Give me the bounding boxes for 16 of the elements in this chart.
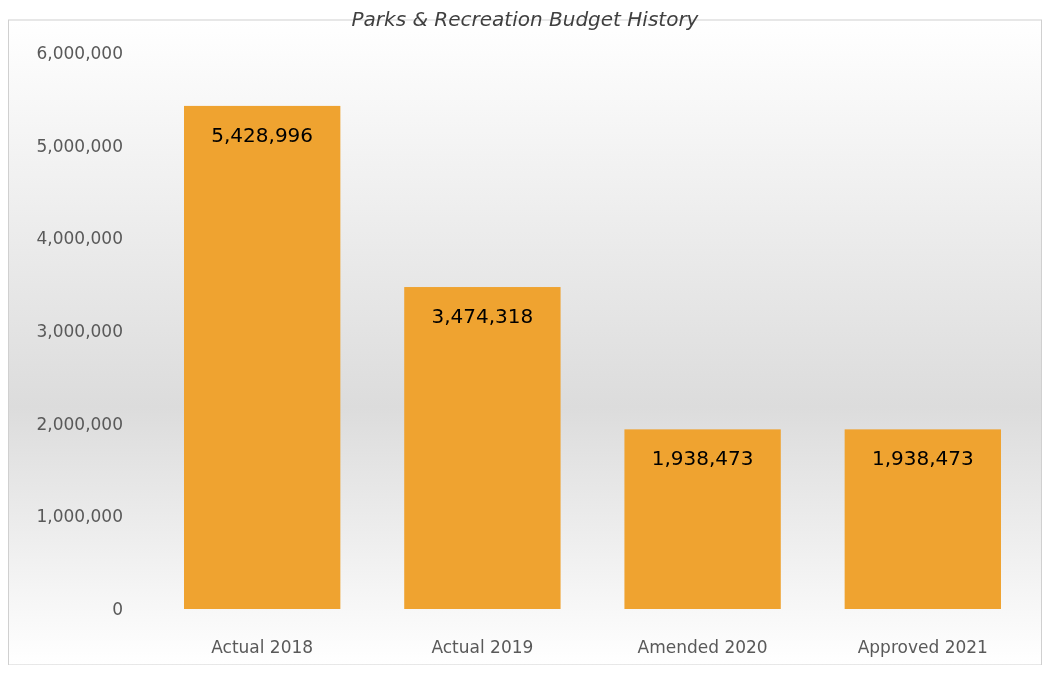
y-tick-label: 1,000,000: [36, 506, 123, 527]
data-label: 1,938,473: [651, 446, 754, 471]
x-tick-label: Amended 2020: [637, 637, 768, 657]
y-tick-label: 2,000,000: [36, 413, 123, 434]
y-tick-label: 4,000,000: [36, 228, 123, 249]
data-label: 3,474,318: [431, 304, 534, 329]
data-label: 1,938,473: [871, 446, 974, 471]
x-tick-label: Actual 2019: [431, 637, 534, 657]
x-tick-label: Actual 2018: [211, 637, 314, 657]
data-label: 5,428,996: [211, 122, 314, 147]
chart-title: Parks & Recreation Budget History: [351, 7, 700, 31]
y-tick-label: 5,000,000: [36, 135, 123, 156]
y-tick-label: 0: [112, 599, 123, 619]
y-tick-label: 6,000,000: [36, 43, 123, 63]
y-tick-label: 3,000,000: [36, 321, 123, 341]
x-tick-label: Approved 2021: [857, 637, 988, 657]
